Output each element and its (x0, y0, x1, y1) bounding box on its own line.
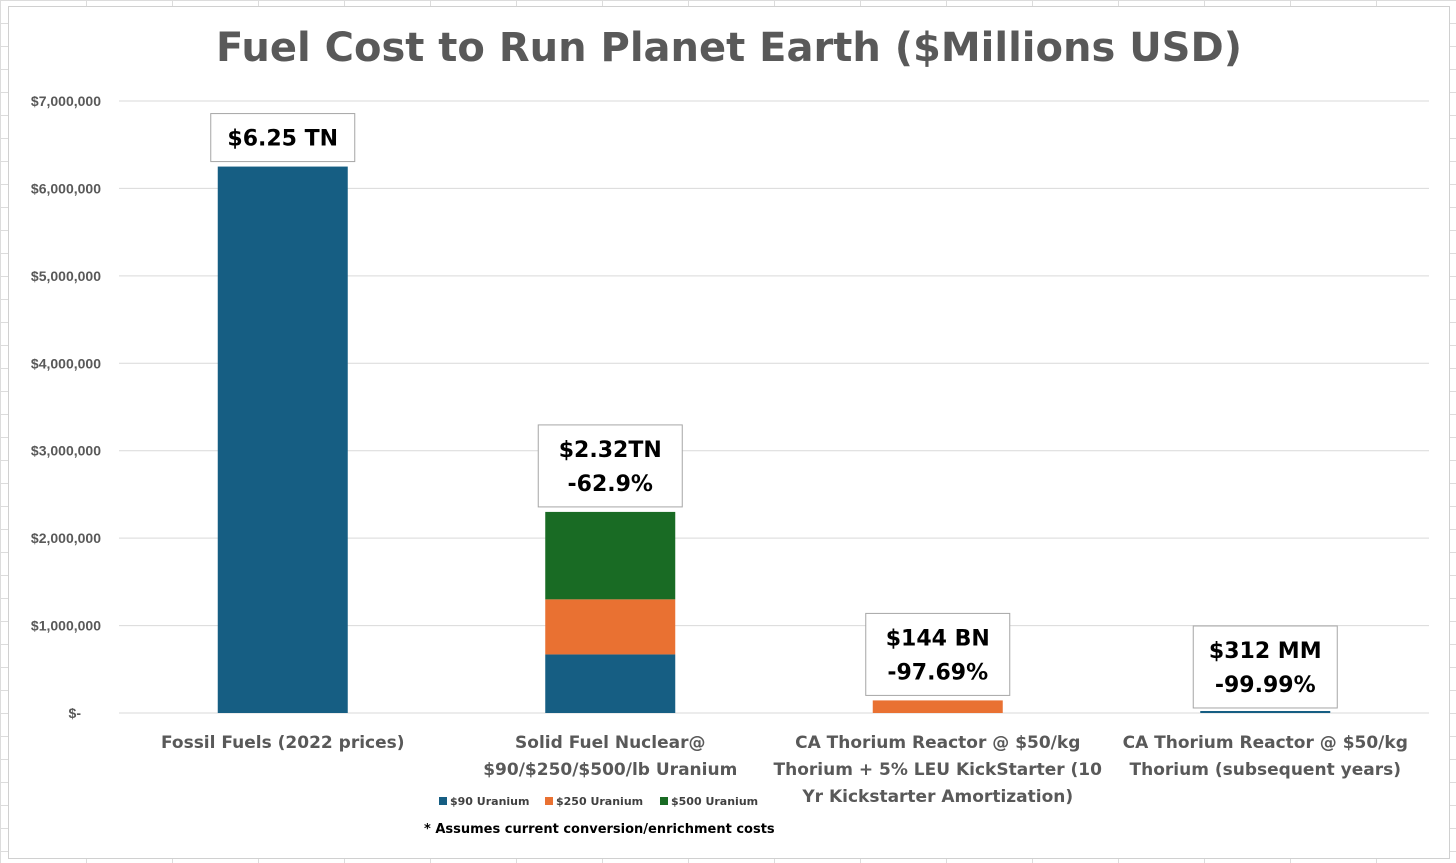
x-category-label: $90/$250/$500/lb Uranium (483, 760, 737, 780)
legend-label: $500 Uranium (671, 795, 758, 808)
bar-segment (872, 700, 1003, 713)
data-callout-label: $312 MM (1209, 639, 1322, 664)
chart-area: Fuel Cost to Run Planet Earth ($Millions… (8, 6, 1450, 859)
x-category-label: Thorium (subsequent years) (1130, 760, 1401, 780)
legend-swatch (545, 797, 553, 805)
footnote: * Assumes current conversion/enrichment … (424, 822, 775, 837)
x-category-label: CA Thorium Reactor @ $50/kg (1123, 733, 1408, 753)
x-category-label: Fossil Fuels (2022 prices) (161, 733, 405, 753)
x-category-label: Thorium + 5% LEU KickStarter (10 (774, 760, 1103, 780)
chart-title: Fuel Cost to Run Planet Earth ($Millions… (216, 25, 1242, 71)
y-tick-label: $- (69, 705, 82, 721)
y-tick-label: $3,000,000 (31, 443, 101, 459)
data-callout-label: $2.32TN (559, 438, 662, 463)
data-callout-label: -97.69% (887, 660, 988, 685)
y-tick-label: $7,000,000 (31, 93, 101, 109)
x-category-label: CA Thorium Reactor @ $50/kg (795, 733, 1080, 753)
legend-label: $250 Uranium (556, 795, 643, 808)
x-category-label: Yr Kickstarter Amortization) (801, 787, 1073, 807)
bar-segment (1200, 711, 1331, 713)
data-callout-label: $6.25 TN (227, 127, 338, 152)
legend-swatch (660, 797, 668, 805)
bar-segment (545, 654, 676, 713)
data-callout-box (1192, 625, 1338, 709)
data-callout-label: -99.99% (1215, 673, 1316, 698)
bar-segment (545, 511, 676, 600)
y-tick-label: $6,000,000 (31, 180, 101, 196)
data-callout-box (537, 424, 683, 508)
x-category-label: Solid Fuel Nuclear@ (515, 733, 705, 753)
data-callout-label: $144 BN (886, 626, 990, 651)
bar-segment (217, 166, 348, 714)
data-callout-label: -62.9% (568, 472, 653, 497)
chart-plot: $- $1,000,000 $2,000,000 $3,000,000 $4,000,0… (31, 93, 1429, 837)
y-tick-label: $5,000,000 (31, 268, 101, 284)
y-tick-label: $4,000,000 (31, 355, 101, 371)
legend-swatch (439, 797, 447, 805)
data-callout-box (865, 612, 1011, 696)
bar-segment (545, 599, 676, 655)
data-callout-box (210, 113, 356, 163)
y-tick-label: $1,000,000 (31, 618, 101, 634)
legend-label: $90 Uranium (450, 795, 529, 808)
y-tick-label: $2,000,000 (31, 530, 101, 546)
